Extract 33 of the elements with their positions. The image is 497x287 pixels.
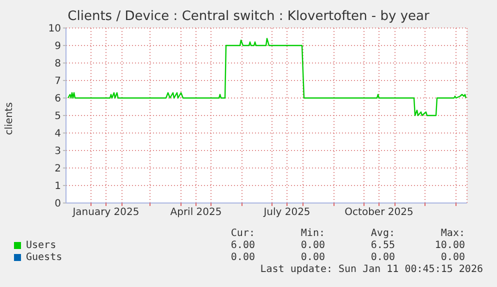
y-tick-label: 4	[54, 128, 61, 140]
text: 6.00	[230, 240, 255, 251]
y-tick-label: 10	[48, 24, 61, 35]
legend-label: Guests	[26, 252, 62, 263]
text: 6.55	[370, 240, 395, 251]
y-tick-label: 9	[54, 41, 61, 52]
x-tick-label: April 2025	[170, 207, 222, 218]
y-tick-label: 3	[54, 146, 61, 158]
text: Avg:	[370, 228, 395, 239]
text: Max:	[440, 228, 465, 239]
y-tick-label: 5	[54, 111, 61, 122]
y-tick-label: 0	[54, 198, 61, 210]
text: 0.00	[370, 252, 395, 263]
x-tick-label: July 2025	[262, 207, 310, 218]
text: 0.00	[440, 252, 465, 263]
text: 0.00	[300, 240, 325, 251]
legend-label: Users	[26, 240, 56, 251]
y-tick-label: 1	[54, 181, 61, 192]
y-tick-label: 2	[54, 164, 61, 175]
text: 0.00	[230, 252, 255, 263]
text: Min:	[300, 228, 325, 239]
line-series	[67, 38, 467, 116]
y-tick-label: 8	[54, 58, 61, 70]
text: Cur:	[230, 228, 255, 239]
x-tick-label: October 2025	[344, 207, 414, 218]
y-tick-label: 7	[54, 76, 61, 88]
x-tick-label: January 2025	[72, 207, 140, 218]
y-axis-title: clients	[4, 102, 15, 135]
chart-title: Clients / Device : Central switch : Klovertoften - by year	[66, 9, 430, 24]
text: 0.00	[300, 252, 325, 263]
text: 10.00	[434, 240, 465, 251]
y-tick-label: 6	[54, 94, 61, 105]
text: Last update: Sun Jan 11 00:45:15 2026	[260, 264, 483, 275]
